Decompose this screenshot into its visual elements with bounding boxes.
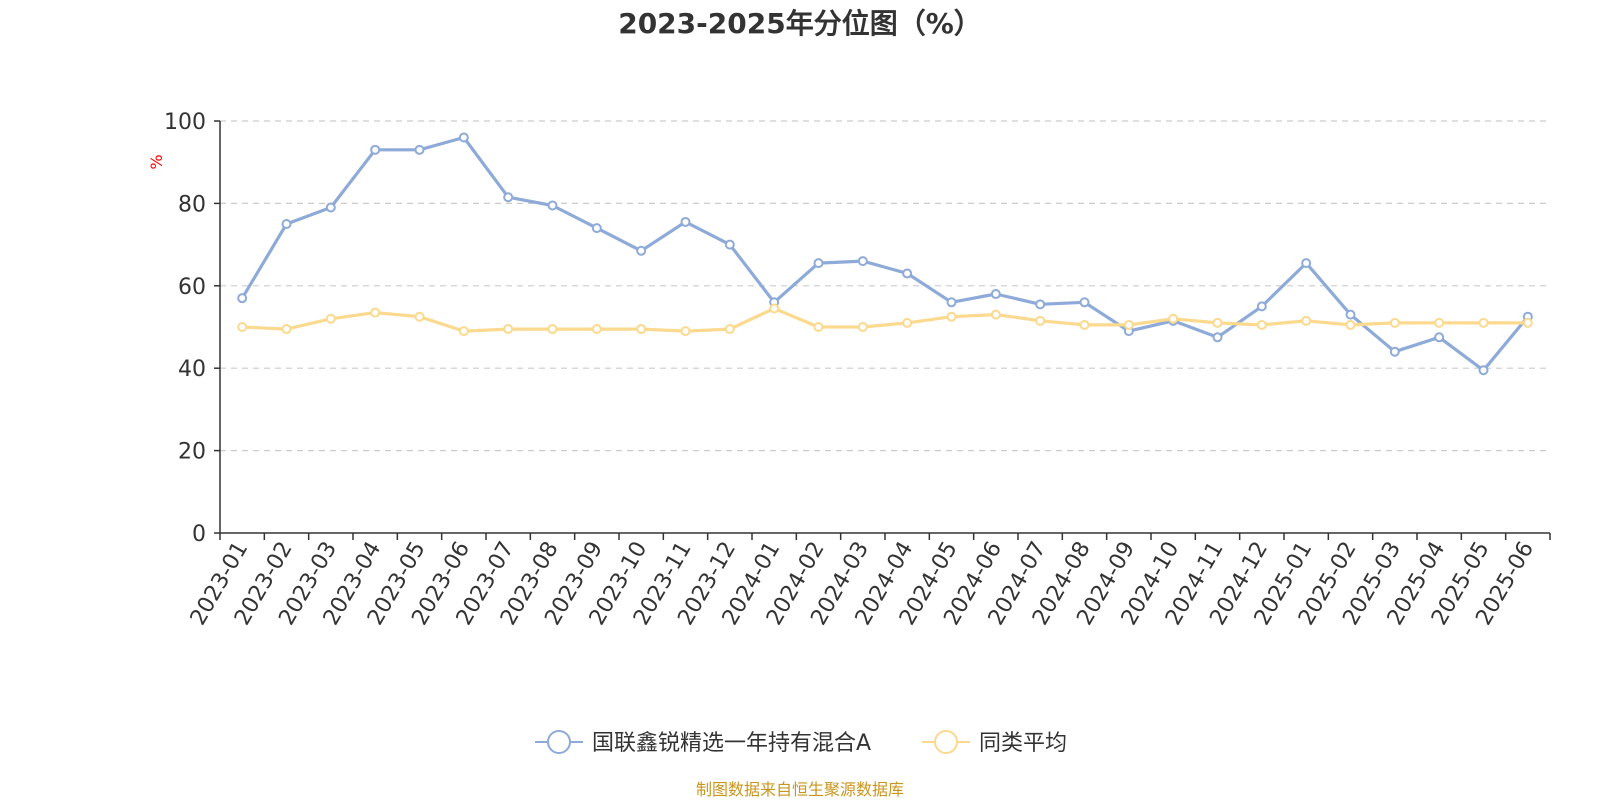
data-point bbox=[591, 324, 602, 335]
data-source-note: 制图数据来自恒生聚源数据库 bbox=[695, 780, 904, 799]
y-tick-label: 40 bbox=[178, 357, 206, 382]
legend-item-2[interactable]: 同类平均 bbox=[922, 730, 1067, 756]
data-point bbox=[1345, 319, 1356, 330]
data-point bbox=[458, 132, 469, 143]
data-point bbox=[636, 324, 647, 335]
data-point bbox=[237, 293, 248, 304]
data-point bbox=[857, 322, 868, 332]
data-point bbox=[1256, 319, 1267, 330]
data-point bbox=[1478, 365, 1489, 376]
data-point bbox=[1478, 317, 1489, 328]
series-2 bbox=[237, 303, 1533, 337]
data-point bbox=[1256, 301, 1267, 312]
axes: 020406080100%2023-012023-022023-032023-0… bbox=[147, 110, 1551, 630]
data-point bbox=[281, 219, 292, 229]
data-point bbox=[370, 144, 381, 155]
data-point bbox=[503, 192, 514, 203]
data-point bbox=[503, 324, 514, 335]
grid-lines bbox=[220, 120, 1550, 452]
data-point bbox=[902, 317, 913, 328]
data-point bbox=[1522, 317, 1533, 328]
data-point bbox=[813, 322, 824, 332]
data-point bbox=[370, 307, 381, 318]
y-tick-label: 80 bbox=[178, 192, 206, 217]
legend-item-1[interactable]: 国联鑫锐精选一年持有混合A bbox=[535, 730, 871, 756]
data-point bbox=[1168, 313, 1179, 324]
data-point bbox=[1079, 319, 1090, 330]
data-point bbox=[902, 268, 913, 279]
data-point bbox=[1301, 315, 1312, 326]
data-point bbox=[1079, 297, 1090, 308]
data-point bbox=[857, 256, 868, 267]
data-point bbox=[1212, 317, 1223, 328]
data-point bbox=[680, 326, 691, 337]
data-point bbox=[547, 324, 558, 335]
data-point bbox=[1389, 346, 1400, 357]
chart-title: 2023-2025年分位图（%） bbox=[618, 7, 982, 40]
series-lines bbox=[237, 132, 1533, 376]
data-point bbox=[414, 144, 425, 155]
data-point bbox=[325, 202, 336, 213]
data-point bbox=[1212, 332, 1223, 343]
line-chart: 020406080100%2023-012023-022023-032023-0… bbox=[147, 110, 1551, 756]
data-point bbox=[1123, 319, 1134, 330]
data-point bbox=[813, 258, 824, 269]
data-point bbox=[636, 245, 647, 256]
data-point bbox=[1434, 317, 1445, 328]
data-point bbox=[1389, 317, 1400, 328]
legend-marker bbox=[934, 730, 958, 754]
y-axis-unit: % bbox=[147, 154, 166, 169]
y-tick-label: 60 bbox=[178, 275, 206, 300]
series-1 bbox=[237, 132, 1533, 376]
data-point bbox=[680, 216, 691, 227]
data-point bbox=[414, 311, 425, 322]
data-point bbox=[1345, 309, 1356, 320]
data-point bbox=[281, 324, 292, 335]
data-point bbox=[547, 200, 558, 211]
data-point bbox=[237, 322, 248, 332]
legend-label: 国联鑫锐精选一年持有混合A bbox=[592, 731, 871, 756]
y-tick-label: 0 bbox=[192, 522, 206, 547]
data-point bbox=[724, 324, 735, 335]
data-point bbox=[1035, 315, 1046, 326]
series-line bbox=[240, 135, 1530, 372]
data-point bbox=[1035, 299, 1046, 310]
data-point bbox=[769, 303, 780, 314]
legend-marker bbox=[547, 730, 571, 754]
y-tick-label: 100 bbox=[164, 110, 206, 135]
series-line bbox=[242, 306, 1528, 333]
legend[interactable]: 国联鑫锐精选一年持有混合A 同类平均 bbox=[535, 730, 1067, 756]
data-point bbox=[458, 326, 469, 337]
data-point bbox=[946, 297, 957, 308]
data-point bbox=[724, 239, 735, 250]
data-point bbox=[990, 289, 1001, 300]
y-tick-label: 20 bbox=[178, 440, 206, 465]
data-point bbox=[325, 313, 336, 324]
data-point bbox=[591, 223, 602, 234]
legend-label: 同类平均 bbox=[979, 731, 1067, 756]
data-point bbox=[1301, 258, 1312, 269]
data-point bbox=[990, 309, 1001, 320]
data-point bbox=[946, 311, 957, 322]
data-point bbox=[1434, 332, 1445, 343]
